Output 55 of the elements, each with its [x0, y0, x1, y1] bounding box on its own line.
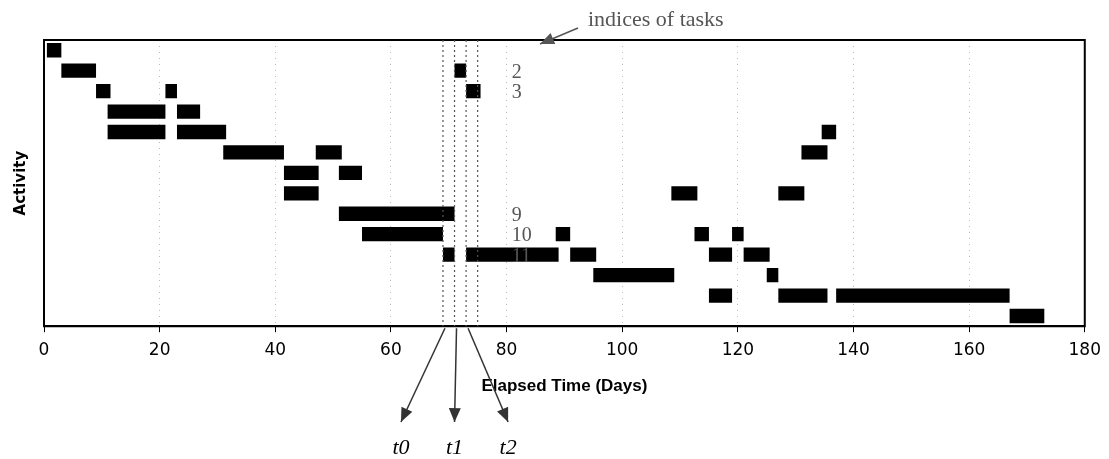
- bar: [61, 63, 97, 78]
- x-tick-label: 120: [721, 338, 755, 359]
- ref-line-label: t1: [445, 434, 464, 459]
- bar: [743, 247, 770, 262]
- bar: [694, 227, 709, 242]
- ref-line-label: t0: [392, 434, 410, 459]
- bar: [778, 186, 805, 201]
- bar: [283, 165, 319, 181]
- bar: [466, 83, 481, 99]
- bar: [46, 43, 62, 58]
- bar: [570, 247, 597, 262]
- bar: [107, 104, 166, 119]
- bar: [454, 63, 467, 78]
- bar: [283, 186, 319, 201]
- bar: [766, 267, 779, 283]
- bar: [96, 83, 111, 99]
- x-tick-label: 0: [38, 338, 50, 359]
- bar: [176, 104, 201, 119]
- bar: [1009, 308, 1045, 324]
- bar: [732, 227, 744, 242]
- x-tick-label: 60: [380, 338, 402, 359]
- bar: [708, 247, 733, 262]
- bar: [821, 124, 837, 140]
- x-tick-label: 160: [952, 338, 986, 359]
- bar: [555, 227, 571, 242]
- y-tick-label: 2: [511, 59, 522, 82]
- x-tick-label: 80: [495, 338, 518, 359]
- y-tick-label: 11: [511, 243, 531, 266]
- text: indices of tasks: [588, 5, 724, 31]
- x-tick-label: 100: [605, 338, 639, 359]
- bar: [338, 206, 455, 221]
- y-tick-label: 3: [511, 80, 522, 103]
- y-tick-label: 10: [511, 223, 532, 246]
- bar: [107, 124, 166, 140]
- y-tick-label: 9: [511, 203, 522, 226]
- bar: [362, 227, 443, 242]
- bar: [593, 267, 675, 283]
- x-tick-label: 20: [148, 338, 171, 359]
- bar: [223, 145, 284, 160]
- bar: [338, 165, 363, 181]
- x-tick-label: 180: [1068, 338, 1101, 359]
- bar: [836, 288, 1010, 303]
- bar: [165, 83, 177, 99]
- ref-line-label: t2: [499, 434, 517, 459]
- bar: [671, 186, 698, 201]
- x-tick-label: 140: [837, 338, 870, 359]
- bar: [708, 288, 733, 303]
- bar: [778, 288, 828, 303]
- bar: [176, 124, 227, 140]
- bar: [442, 247, 455, 262]
- bar: [315, 145, 342, 160]
- bar: [466, 247, 559, 262]
- y-axis-title: Activity: [10, 150, 29, 216]
- x-tick-label: 40: [264, 338, 287, 359]
- bar: [801, 145, 828, 160]
